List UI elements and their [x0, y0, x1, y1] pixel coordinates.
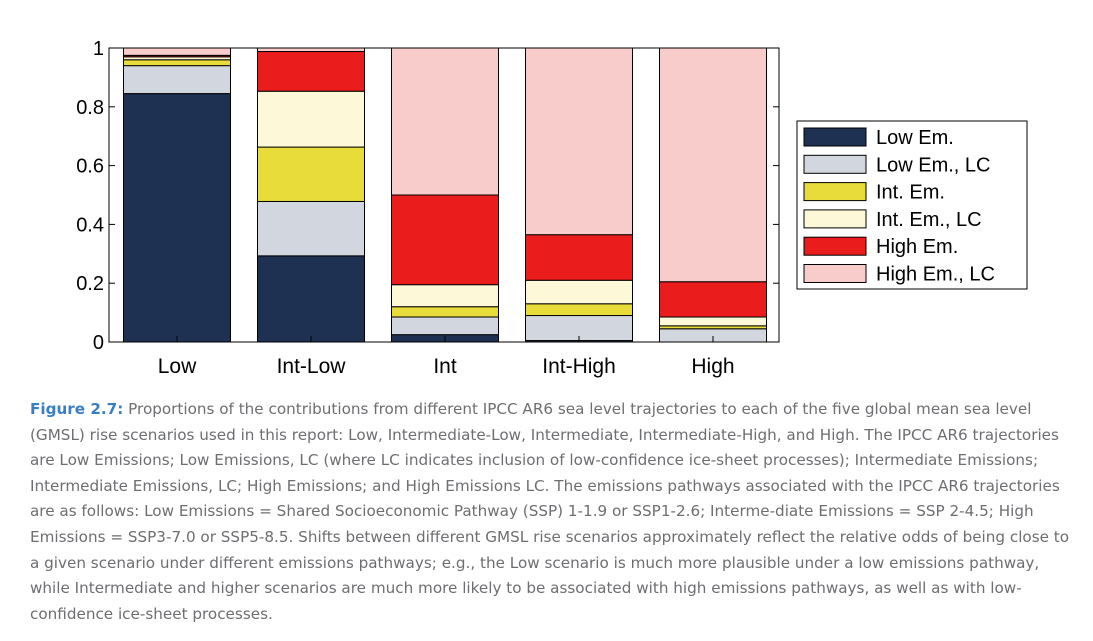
x-tick-label: Int-High [542, 355, 616, 378]
bar-segment-low-1 [123, 93, 231, 343]
y-tick-label: 0.2 [76, 273, 104, 295]
bar-segment-int-low-3 [257, 146, 365, 202]
caption-label: Figure 2.7: [30, 400, 124, 418]
x-tick-label: High [691, 355, 734, 378]
figure-caption: Figure 2.7: Proportions of the contribut… [30, 397, 1080, 627]
stacked-bar-chart: 0 0.2 0.4 0.6 0.8 1 Low Int-Low Int Int-High High… [76, 38, 1028, 378]
bar-segment-int-low-4 [257, 90, 365, 148]
bar-segment-low-2 [123, 65, 231, 95]
bar-segment-int-low-5 [257, 51, 365, 92]
legend-label: High Em., LC [876, 264, 995, 286]
y-tick-label: 0.6 [76, 156, 104, 178]
bar-segment-int-high-6 [525, 47, 633, 236]
bar-segment-low-3 [123, 59, 231, 67]
legend-label: Low Em. [876, 127, 954, 149]
plot-frame [108, 47, 780, 343]
bars-group [123, 47, 767, 343]
y-tick-label: 0.4 [76, 214, 104, 236]
bar-segment-int-high-5 [525, 234, 633, 281]
y-tick-label: 0 [93, 332, 104, 354]
legend-swatch [803, 154, 867, 174]
bar-segment-int-5 [391, 194, 499, 286]
legend-swatch [803, 209, 867, 229]
bar-segment-low-6 [123, 47, 231, 56]
y-axis: 0 0.2 0.4 0.6 0.8 1 [76, 38, 779, 354]
bar-segment-int-low-1 [257, 255, 365, 343]
legend-label: Int. Em., LC [876, 209, 982, 231]
bar-segment-int-low-2 [257, 200, 365, 257]
bar-segment-int-3 [391, 306, 499, 318]
bar-segment-int-high-4 [525, 279, 633, 305]
legend-swatch [803, 182, 867, 202]
x-axis: Low Int-Low Int Int-High High [158, 336, 735, 378]
legend: Low Em. Low Em., LC Int. Em. Int. Em., LC Hi… [796, 120, 1028, 290]
bar-segment-high-5 [659, 281, 767, 318]
legend-swatch [803, 236, 867, 256]
legend-label: Int. Em. [876, 182, 945, 204]
y-tick-label: 0.8 [76, 97, 104, 119]
bar-segment-int-2 [391, 316, 499, 336]
y-tick-label: 1 [93, 38, 104, 60]
bar-segment-int-low-6 [257, 47, 365, 53]
caption-text: Proportions of the contributions from di… [30, 400, 1070, 623]
bar-segment-int-4 [391, 284, 499, 308]
x-tick-label: Low [158, 355, 197, 378]
x-tick-label: Int-Low [277, 355, 347, 378]
bar-segment-high-4 [659, 316, 767, 327]
x-tick-label: Int [433, 355, 457, 378]
bar-segment-int-6 [391, 47, 499, 196]
legend-label: Low Em., LC [876, 154, 990, 176]
legend-box [796, 120, 1028, 290]
legend-swatch [803, 264, 867, 283]
bar-segment-high-6 [659, 47, 767, 283]
legend-swatch [803, 127, 867, 147]
bar-segment-int-high-3 [525, 303, 633, 317]
legend-label: High Em. [876, 236, 958, 258]
